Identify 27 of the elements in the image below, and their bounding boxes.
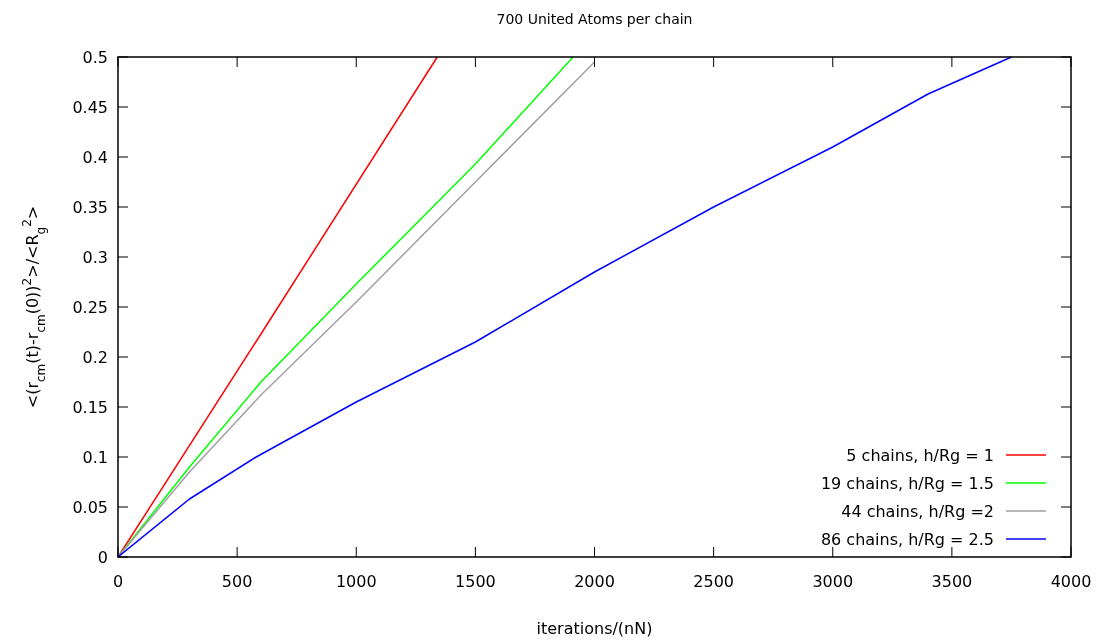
y-tick-label: 0.3 <box>82 248 108 267</box>
y-tick-label: 0 <box>97 548 108 567</box>
legend-label: 5 chains, h/Rg = 1 <box>846 446 994 465</box>
y-tick-label: 0.45 <box>72 98 108 117</box>
legend-label: 44 chains, h/Rg =2 <box>841 502 994 521</box>
y-tick-label: 0.1 <box>82 448 108 467</box>
y-tick-label: 0.25 <box>72 298 108 317</box>
x-tick-label: 2000 <box>574 572 615 591</box>
x-tick-label: 1000 <box>335 572 377 591</box>
y-tick-label: 0.15 <box>72 398 108 417</box>
x-tick-label: 3500 <box>931 572 973 591</box>
x-tick-label: 0 <box>112 572 124 591</box>
x-tick-label: 3000 <box>812 572 854 591</box>
x-axis-title: iterations/(nN) <box>536 619 653 638</box>
legend-label: 86 chains, h/Rg = 2.5 <box>820 530 994 549</box>
y-tick-label: 0.35 <box>72 198 108 217</box>
chart-title: 700 United Atoms per chain <box>496 11 693 27</box>
x-tick-label: 1500 <box>455 572 496 591</box>
y-tick-label: 0.2 <box>82 348 108 367</box>
legend-label: 19 chains, h/Rg = 1.5 <box>820 474 994 493</box>
y-tick-label: 0.5 <box>82 48 108 67</box>
line-series <box>118 56 1013 558</box>
x-tick-label: 500 <box>221 572 253 591</box>
y-tick-label: 0.4 <box>82 148 108 167</box>
x-tick-label: 4000 <box>1050 572 1092 591</box>
x-tick-label: 2500 <box>693 572 734 591</box>
y-tick-label: 0.05 <box>72 498 108 517</box>
